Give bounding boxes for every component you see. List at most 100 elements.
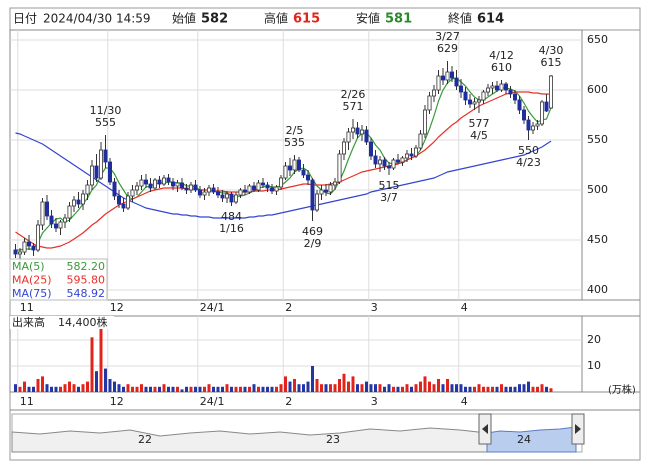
volume-bar — [482, 386, 485, 392]
handle-arrow — [482, 424, 488, 434]
candle-body — [364, 129, 369, 143]
volume-bar — [441, 384, 445, 392]
candle-body — [85, 184, 90, 195]
high-value: 615 — [293, 12, 320, 27]
candle-body — [368, 141, 373, 157]
volume-bar — [275, 386, 278, 392]
candle-body — [224, 193, 229, 199]
candle-body — [90, 165, 95, 186]
candle-body — [63, 217, 68, 223]
volume-bar — [216, 386, 220, 392]
candle-body — [481, 91, 486, 101]
volume-bar — [36, 378, 40, 392]
candle-body — [274, 186, 279, 192]
navigator[interactable]: 22 23 24 — [11, 413, 585, 453]
candle-body — [26, 241, 31, 247]
navigator-selection — [486, 426, 577, 453]
candle-body — [323, 189, 328, 193]
volume-bar — [266, 386, 269, 392]
x-tick-label: 24/1 — [200, 395, 225, 408]
plot-layer: 4004505005506006501020(万株)1111121224/124… — [9, 30, 636, 408]
x-tick-label: 2 — [285, 395, 292, 408]
volume-bar — [446, 378, 449, 392]
candle-body — [494, 85, 499, 91]
candle-body — [490, 85, 495, 89]
y-tick-label: 500 — [587, 183, 608, 196]
volume-bar — [410, 386, 413, 392]
high-price: 610 — [491, 61, 512, 74]
candle-body — [436, 75, 441, 91]
candle-body — [179, 182, 184, 189]
candle-body — [499, 83, 504, 91]
volume-bar — [14, 384, 17, 392]
candle-body — [94, 165, 99, 179]
candle-body — [522, 109, 527, 121]
volume-bar — [527, 381, 530, 392]
volume-bar — [86, 381, 89, 392]
candle-body — [45, 201, 50, 217]
volume-bar — [230, 386, 233, 392]
candle-body — [513, 93, 518, 101]
candle-body — [184, 187, 189, 191]
candle-body — [188, 184, 193, 191]
volume-bar — [392, 386, 395, 392]
volume-bar — [324, 384, 328, 392]
volume-bar — [428, 381, 431, 392]
volume-bar — [360, 384, 364, 392]
candle-body — [72, 199, 77, 207]
volume-bar — [320, 384, 323, 392]
volume-bar — [500, 384, 503, 392]
volume-bar — [468, 386, 472, 392]
candle-body — [238, 189, 243, 196]
candle-body — [341, 141, 346, 155]
volume-bar — [135, 386, 139, 392]
volume-bar — [41, 376, 44, 392]
low-price: 469 — [302, 225, 323, 238]
volume-bar — [329, 384, 332, 392]
volume-bar — [257, 386, 260, 392]
volume-bar — [23, 381, 26, 392]
volume-bar — [248, 386, 251, 392]
candle-body — [76, 199, 81, 205]
candle-body — [256, 182, 261, 191]
candle-body — [175, 182, 180, 187]
candle-body — [148, 183, 153, 189]
volume-bar — [365, 381, 368, 392]
y-tick-label: 450 — [587, 233, 608, 246]
high-date: 11/30 — [90, 104, 122, 117]
open-value: 582 — [201, 12, 228, 27]
candle-body — [220, 194, 225, 199]
volume-bar — [18, 386, 22, 392]
candle-body — [485, 87, 490, 93]
candle-body — [400, 157, 405, 163]
candle-body — [108, 161, 113, 183]
volume-bar — [333, 384, 337, 392]
volume-bar — [486, 386, 490, 392]
volume-bar — [50, 386, 53, 392]
y-tick-label: 400 — [587, 283, 608, 296]
candle-body — [386, 165, 391, 169]
candle-body — [305, 174, 310, 181]
x-tick-label: 12 — [110, 395, 124, 408]
volume-bar — [347, 381, 350, 392]
volume-bar — [302, 384, 305, 392]
volume-bar — [90, 337, 94, 392]
volume-bar — [450, 384, 454, 392]
volume-bar — [113, 381, 116, 392]
volume-bar — [288, 381, 292, 392]
candle-body — [467, 99, 472, 105]
high-price: 535 — [284, 136, 305, 149]
ma-line — [15, 91, 552, 249]
candle-body — [449, 71, 454, 79]
date: 2024/04/30 14:59 — [43, 12, 151, 26]
candle-body — [13, 249, 18, 255]
volume-bar — [284, 376, 287, 392]
volume-bar — [99, 319, 103, 392]
candle-body — [36, 224, 41, 251]
high-price: 571 — [343, 100, 364, 113]
candle-body — [22, 241, 27, 253]
volume-bar — [405, 384, 409, 392]
candle-body — [476, 99, 481, 103]
volume-bar — [203, 386, 206, 392]
volume-last: 14,400株 — [58, 315, 108, 329]
